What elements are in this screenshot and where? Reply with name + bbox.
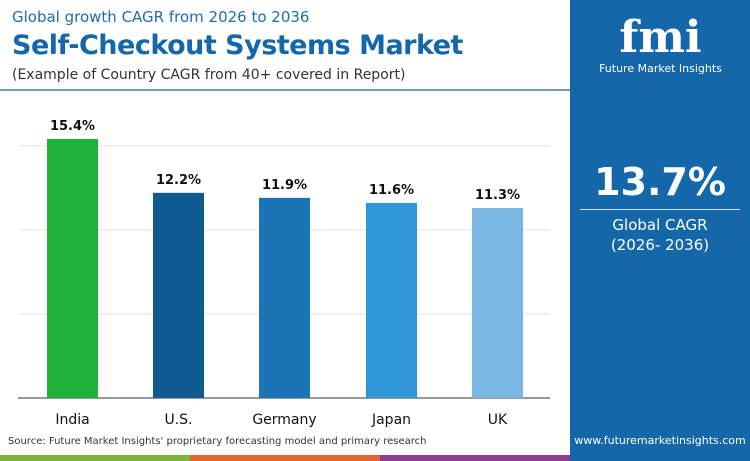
- source-note: Source: Future Market Insights' propriet…: [8, 436, 427, 447]
- data-label: 15.4%: [50, 119, 95, 134]
- chart-note: (Example of Country CAGR from 40+ covere…: [12, 67, 406, 83]
- x-tick-label: UK: [488, 412, 508, 428]
- divider: [580, 209, 740, 210]
- global-cagr-period: (2026- 2036): [610, 236, 710, 254]
- bar-india: [47, 139, 98, 398]
- logo-mark: fmi: [619, 12, 702, 63]
- brand-name: Future Market Insights: [599, 62, 722, 75]
- global-cagr-label: Global CAGR: [612, 216, 708, 234]
- website-link[interactable]: www.futuremarketinsights.com: [574, 434, 746, 447]
- chart-title: Self-Checkout Systems Market: [12, 30, 463, 61]
- x-tick-label: Japan: [371, 412, 411, 428]
- bar-uk: [472, 207, 523, 398]
- data-label: 11.6%: [369, 183, 414, 198]
- bar-japan: [366, 202, 417, 398]
- x-tick-label: U.S.: [164, 412, 192, 428]
- data-label: 11.9%: [262, 178, 307, 193]
- divider: [0, 89, 570, 91]
- x-tick-label: Germany: [252, 412, 316, 428]
- bar-germany: [259, 197, 310, 398]
- bar-chart: 15.4% India 12.2% U.S. 11.9% Germany 11.6% Japa…: [18, 119, 550, 428]
- data-label: 11.3%: [475, 188, 520, 203]
- bar-us: [153, 192, 204, 398]
- data-label: 12.2%: [156, 173, 201, 188]
- x-tick-label: India: [55, 412, 89, 428]
- chart-subtitle: Global growth CAGR from 2026 to 2036: [12, 8, 310, 26]
- stripe-green: [0, 455, 190, 461]
- fmi-logo: fmi Future Market Insights: [598, 12, 723, 76]
- sidebar: [570, 0, 750, 461]
- stripe-orange: [190, 455, 380, 461]
- global-cagr-value: 13.7%: [594, 160, 726, 204]
- stripe-purple: [380, 455, 570, 461]
